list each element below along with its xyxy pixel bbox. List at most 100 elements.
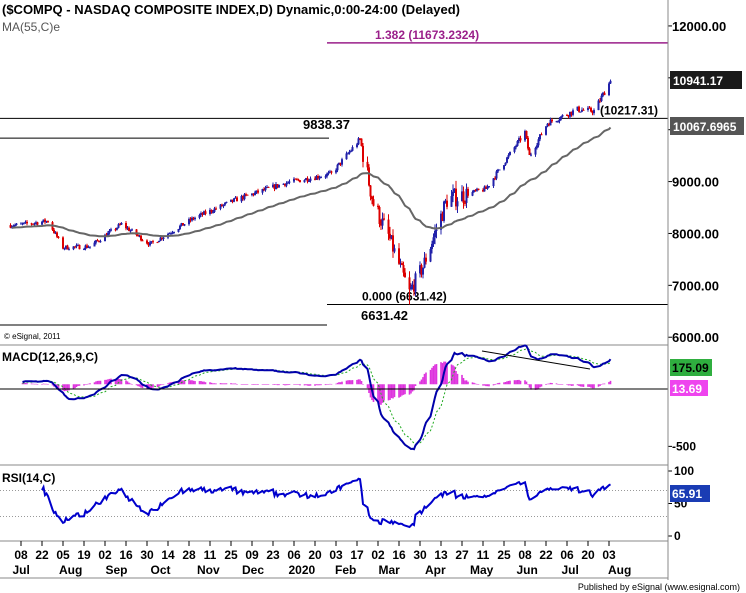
price-bar-body	[233, 198, 235, 202]
macd-hist-bar	[551, 383, 553, 385]
price-bar-body	[467, 188, 469, 196]
price-bar-body	[569, 111, 571, 117]
price-bar-body	[21, 223, 24, 225]
macd-hist-bar	[278, 384, 280, 386]
macd-hist-bar	[591, 384, 594, 389]
macd-hist-bar	[161, 384, 163, 385]
macd-hist-bar	[453, 366, 456, 385]
price-bar-body	[12, 226, 15, 228]
x-day-label: 11	[477, 548, 490, 562]
macd-hist-bar	[399, 384, 402, 397]
price-bar-body	[261, 189, 264, 193]
ma55-line	[11, 126, 612, 238]
macd-hist-bar	[284, 384, 286, 386]
macd-hist-bar	[236, 384, 238, 385]
price-bar-body	[503, 165, 505, 170]
macd-hist-bar	[537, 384, 540, 389]
x-day-label: 30	[413, 548, 427, 562]
macd-hist-bar	[33, 383, 36, 385]
price-bar-body	[380, 223, 382, 226]
macd-hist-bar	[545, 384, 547, 385]
macd-hist-bar	[494, 384, 496, 385]
price-bar-body	[581, 109, 583, 112]
macd-hist-bar	[30, 383, 33, 385]
macd-hist-bar	[149, 384, 151, 389]
price-bar-body	[264, 187, 267, 191]
price-bar-body	[86, 245, 88, 248]
macd-hist-bar	[212, 383, 214, 385]
macd-hist-bar	[357, 379, 360, 385]
macd-hist-bar	[525, 381, 528, 385]
price-bar-body	[560, 116, 562, 120]
price-bar-body	[506, 157, 508, 163]
macd-hist-bar	[597, 384, 600, 387]
macd-hist-bar	[581, 384, 583, 387]
macd-hist-bar	[177, 381, 180, 385]
price-bar-body	[47, 221, 49, 223]
price-bar-body	[276, 184, 279, 188]
macd-value: 175.09	[672, 361, 709, 375]
macd-hist-bar	[318, 384, 321, 386]
macd-hist-bar	[96, 380, 99, 385]
macd-hist-bar	[429, 369, 432, 385]
price-bar-body	[530, 154, 532, 156]
macd-hist-bar	[203, 381, 205, 385]
macd-hist-bar	[488, 384, 490, 387]
macd-hist-bar	[156, 384, 159, 388]
x-axis: 08 22 05 19 02 16 30 14 28 11 25 09 23 06 20 03 17 02 16 30…	[0, 541, 668, 579]
macd-hist-bar	[167, 383, 169, 385]
macd-hist-bar	[129, 383, 132, 385]
price-bar-body	[95, 240, 97, 243]
macd-hist-bar	[345, 380, 348, 385]
macd-hist-bar	[240, 384, 243, 385]
macd-hist-bar	[89, 383, 91, 385]
macd-hist-bar	[366, 384, 369, 389]
price-bar-body	[245, 194, 247, 196]
price-bar-body	[129, 230, 132, 232]
macd-hist-bar	[351, 380, 354, 385]
price-bar-body	[189, 218, 192, 221]
price-bar-body	[156, 242, 159, 244]
price-bar-body	[551, 119, 553, 122]
price-bar-body	[350, 150, 352, 152]
price-bar-body	[161, 237, 163, 240]
macd-hist-bar	[335, 383, 337, 385]
macd-hist-bar	[126, 381, 129, 385]
macd-hist-bar	[434, 364, 436, 385]
macd-hist-bar	[609, 380, 612, 385]
macd-hist-bar	[473, 382, 475, 385]
macd-hist-bar	[477, 384, 480, 385]
macd-hist-bar	[570, 384, 573, 386]
price-bar-body	[191, 217, 193, 221]
macd-hist-bar	[296, 384, 298, 385]
macd-hist-bar	[251, 384, 253, 385]
macd-hist-bar	[288, 384, 291, 385]
macd-hist-bar	[558, 384, 561, 385]
x-day-label: 02	[98, 548, 112, 562]
macd-hist-bar	[224, 383, 226, 385]
x-day-label: 19	[77, 548, 91, 562]
macd-hist-bar	[294, 384, 297, 385]
price-bar-body	[471, 191, 474, 196]
macd-hist-bar	[513, 380, 516, 385]
x-month-label: Apr	[425, 563, 446, 577]
x-day-label: 16	[119, 548, 133, 562]
x-day-label: 08	[518, 548, 532, 562]
macd-hist-bar	[135, 384, 138, 386]
macd-hist-bar	[444, 361, 447, 385]
macd-hist-bar	[257, 384, 259, 385]
price-bar-body	[507, 154, 510, 158]
macd-hist-bar	[362, 384, 364, 385]
macd-hist-bar	[204, 382, 207, 385]
price-bar-body	[518, 138, 520, 142]
macd-hist-bar	[128, 382, 130, 385]
macd-hist-bar	[44, 383, 46, 385]
macd-hist-bar	[201, 381, 204, 385]
price-bar-body	[308, 180, 310, 182]
price-bar-body	[303, 180, 306, 183]
macd-hist-bar	[474, 383, 477, 385]
macd-hist-bar	[483, 384, 486, 386]
macd-hist-bar	[131, 384, 133, 385]
price-bar-body	[126, 227, 129, 229]
